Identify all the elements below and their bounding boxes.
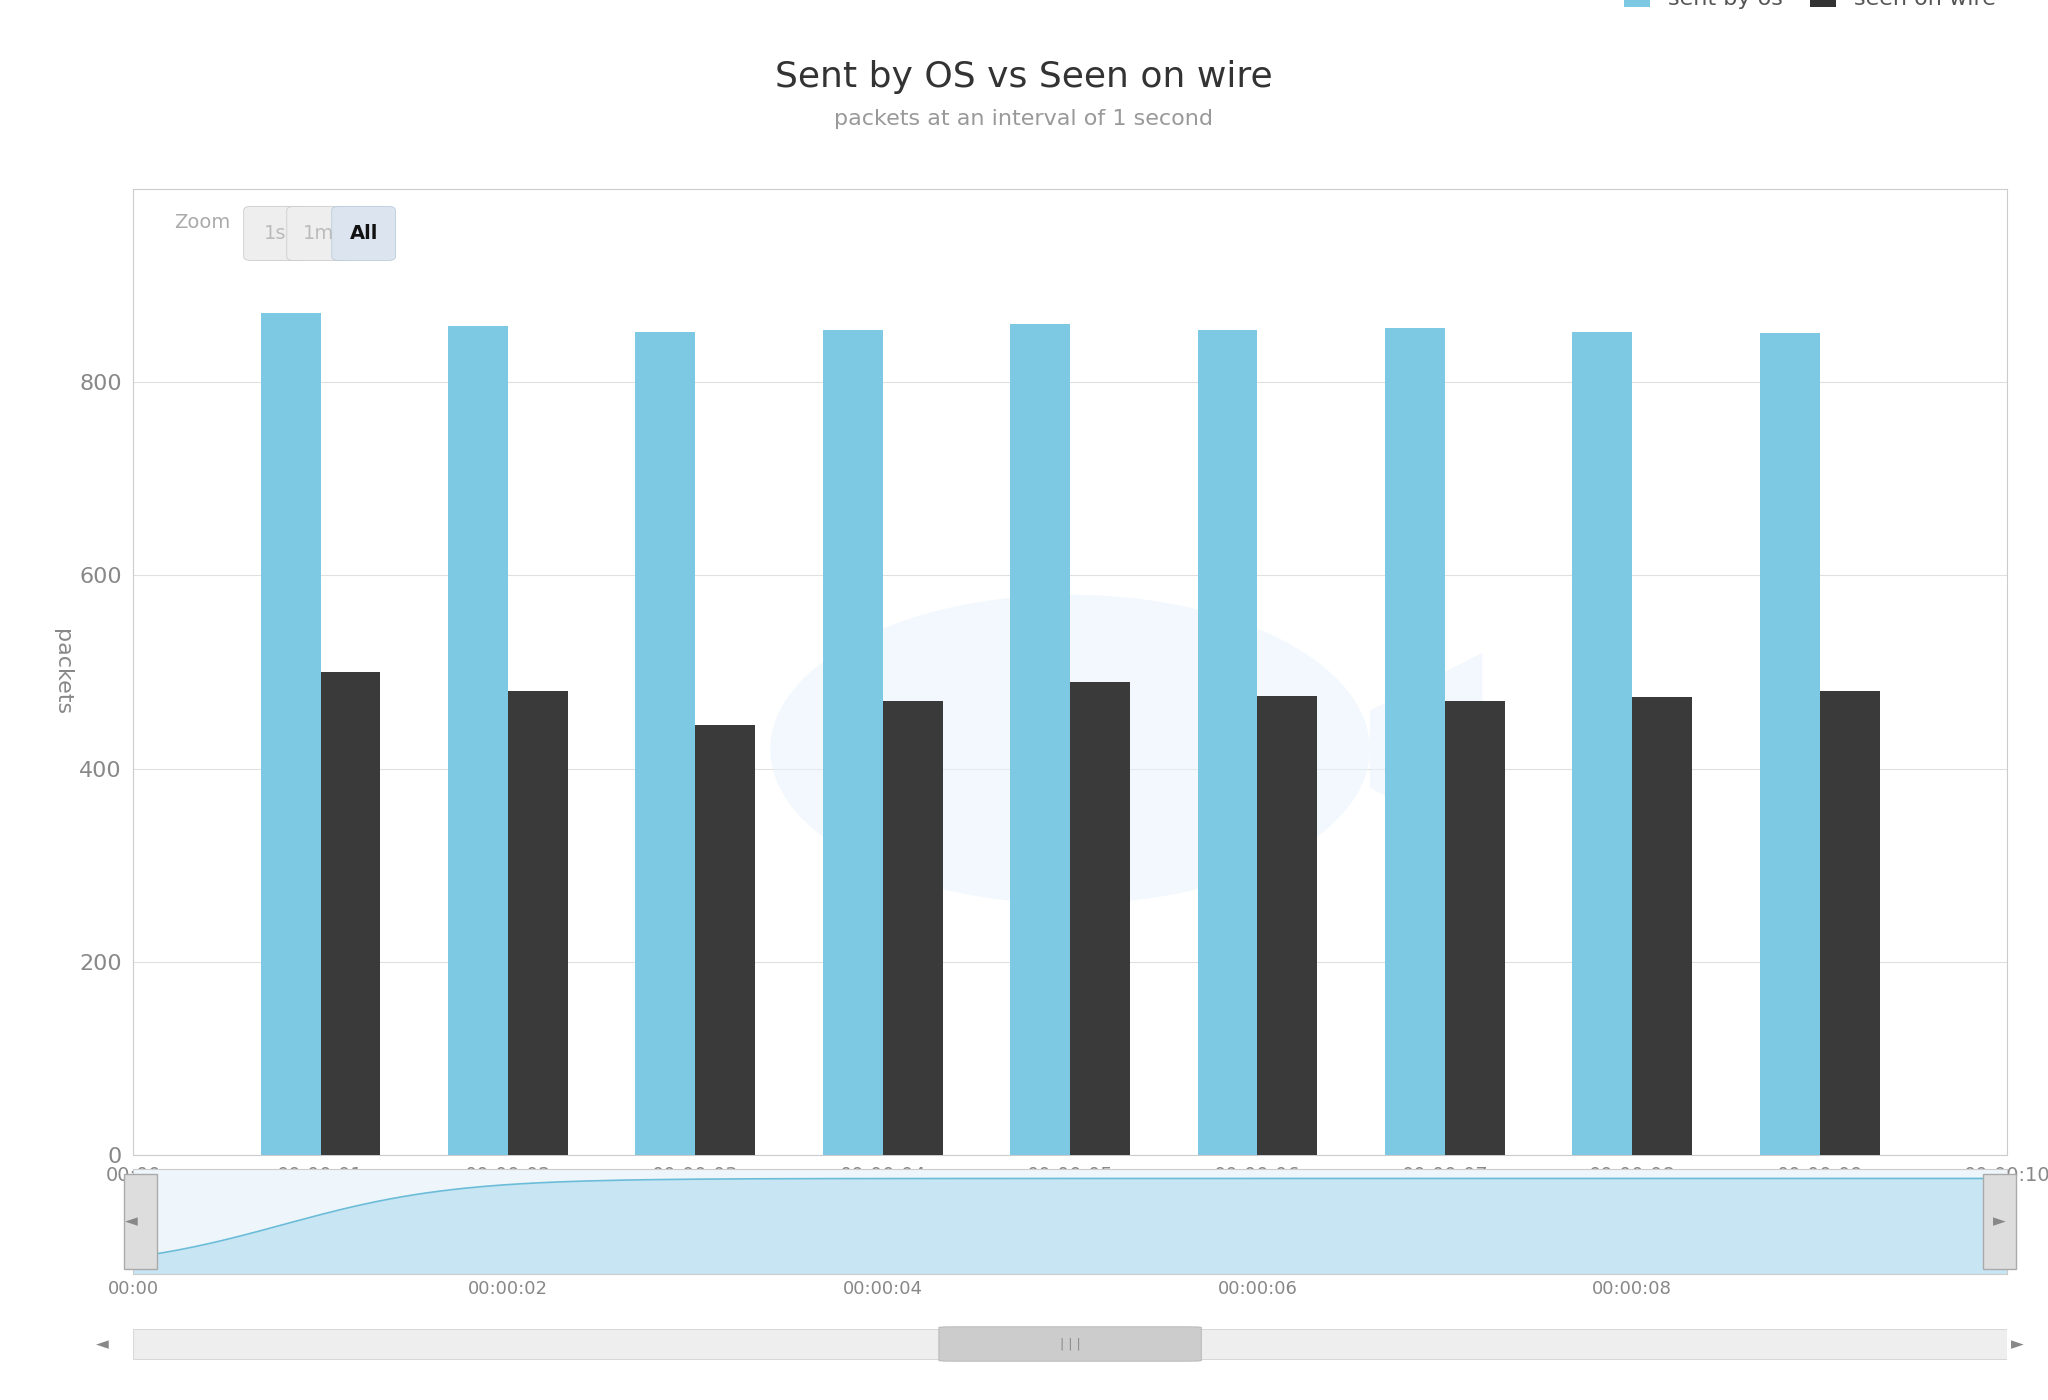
Bar: [1010, 325, 1071, 1155]
Ellipse shape: [770, 595, 1370, 904]
Text: ◄: ◄: [125, 1212, 137, 1231]
Text: 1s: 1s: [264, 224, 287, 244]
Bar: [133, 1330, 2007, 1358]
Text: All: All: [350, 224, 377, 244]
Bar: [1384, 328, 1446, 1155]
Text: ►: ►: [2011, 1336, 2023, 1352]
FancyBboxPatch shape: [1982, 1175, 2017, 1268]
FancyBboxPatch shape: [332, 206, 395, 260]
FancyBboxPatch shape: [287, 206, 350, 260]
Bar: [1071, 682, 1130, 1155]
Bar: [823, 330, 883, 1155]
Text: Zoom: Zoom: [174, 213, 231, 232]
Bar: [1446, 701, 1505, 1155]
FancyBboxPatch shape: [244, 206, 307, 260]
Bar: [1198, 330, 1257, 1155]
Bar: [1632, 697, 1692, 1155]
Bar: [449, 326, 508, 1155]
Bar: [1257, 696, 1317, 1155]
Text: ◄: ◄: [96, 1336, 109, 1352]
Text: | | |: | | |: [1059, 1337, 1081, 1351]
Bar: [635, 332, 694, 1155]
Text: ►: ►: [1993, 1212, 2005, 1231]
Bar: [260, 312, 319, 1155]
FancyBboxPatch shape: [938, 1327, 1202, 1361]
Bar: [1759, 333, 1821, 1155]
Text: 1m: 1m: [303, 224, 334, 244]
Bar: [883, 701, 942, 1155]
FancyBboxPatch shape: [123, 1175, 158, 1268]
Legend: sent by os, seen on wire: sent by os, seen on wire: [1624, 0, 1997, 10]
Bar: [508, 692, 567, 1155]
Text: Sent by OS vs Seen on wire: Sent by OS vs Seen on wire: [776, 60, 1272, 94]
Bar: [1573, 332, 1632, 1155]
Polygon shape: [1370, 652, 1483, 846]
Text: packets at an interval of 1 second: packets at an interval of 1 second: [834, 109, 1214, 129]
Bar: [696, 725, 756, 1155]
Bar: [319, 672, 381, 1155]
Bar: [1821, 692, 1880, 1155]
Y-axis label: packets: packets: [51, 629, 72, 715]
